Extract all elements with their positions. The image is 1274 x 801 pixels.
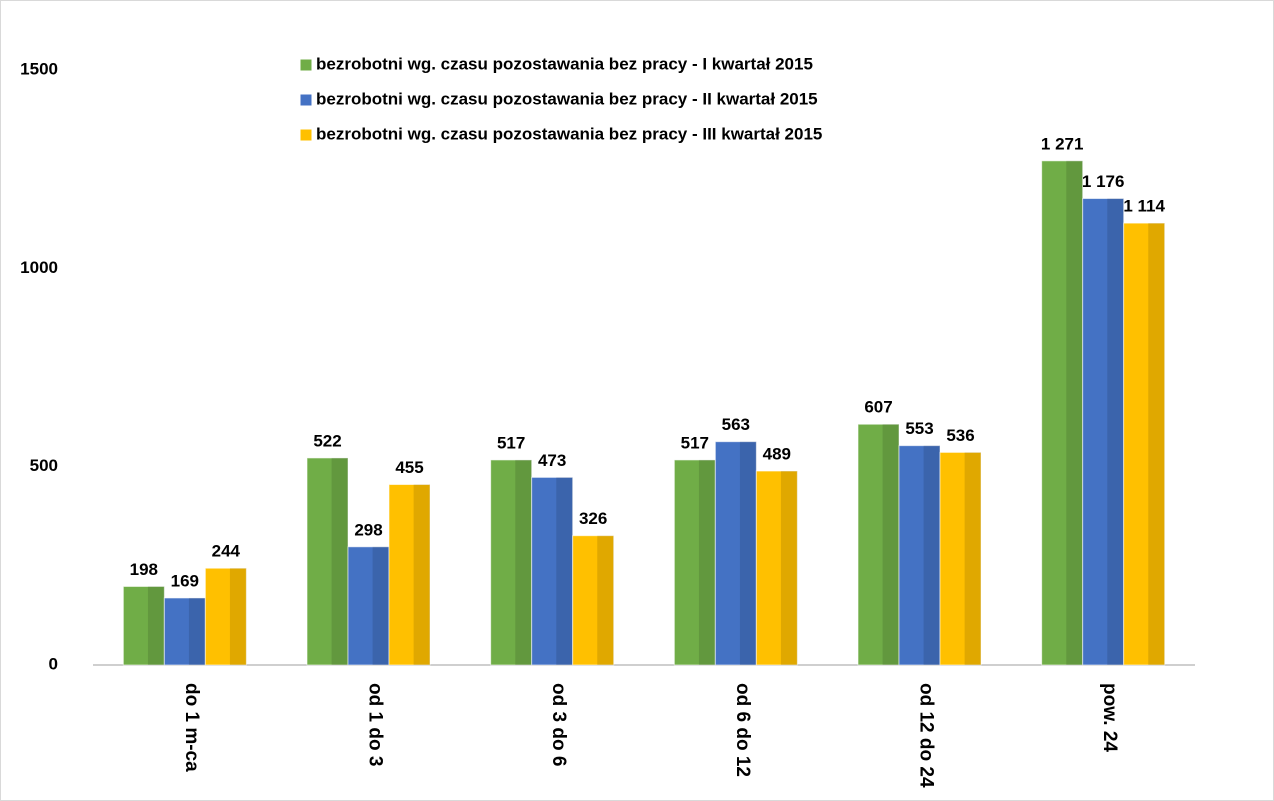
bar-shade: [597, 535, 614, 665]
bar-shade: [882, 424, 899, 665]
x-tick-label: od 3 do 6: [548, 683, 569, 766]
x-tick-group: pow. 24: [1099, 683, 1120, 752]
data-label: 326: [579, 509, 607, 528]
data-label: 298: [354, 520, 382, 539]
legend-label: bezrobotni wg. czasu pozostawania bez pr…: [316, 124, 822, 143]
bar: [1041, 160, 1084, 666]
x-tick-label: od 12 do 24: [915, 683, 936, 788]
legend-label: bezrobotni wg. czasu pozostawania bez pr…: [316, 89, 818, 108]
bar-shade: [780, 471, 798, 665]
bar: [388, 484, 431, 666]
bar-shade: [556, 477, 573, 665]
data-label: 1 271: [1041, 134, 1084, 153]
x-tick-label: pow. 24: [1099, 683, 1120, 752]
data-label: 563: [722, 415, 750, 434]
data-label: 473: [538, 451, 566, 470]
bar: [898, 445, 941, 666]
bar: [673, 459, 716, 666]
data-label: 1 114: [1123, 197, 1165, 216]
data-label: 607: [864, 398, 892, 417]
bar: [714, 441, 757, 666]
bar-shade: [413, 484, 430, 665]
bar: [857, 423, 900, 666]
x-tick-label: od 1 do 3: [364, 683, 385, 766]
data-label: 553: [905, 419, 933, 438]
y-tick-label: 0: [49, 654, 58, 673]
data-label: 455: [395, 458, 423, 477]
bar-shade: [147, 586, 165, 665]
bar: [572, 535, 615, 666]
data-label: 244: [212, 542, 241, 561]
x-tick-group: od 6 do 12: [732, 683, 753, 777]
data-label: 517: [497, 433, 525, 452]
y-tick-label: 500: [30, 456, 58, 475]
bar: [204, 567, 247, 666]
bar-shade: [698, 459, 716, 665]
bar-shade: [515, 459, 532, 665]
bar-shade: [923, 445, 940, 665]
data-label: 489: [763, 445, 791, 464]
x-tick-group: od 12 do 24: [915, 683, 936, 788]
y-tick-label: 1000: [20, 258, 58, 277]
bar-shade: [331, 457, 348, 665]
legend-swatch: [299, 128, 313, 142]
bar-shade: [1107, 198, 1124, 665]
bar: [347, 546, 390, 666]
bar-shade: [372, 546, 389, 665]
bar: [531, 476, 574, 666]
y-tick-label: 1500: [20, 59, 58, 78]
bar: [1082, 198, 1125, 666]
bar-shade: [1148, 223, 1165, 665]
bar-shade: [188, 597, 206, 665]
legend-label: bezrobotni wg. czasu pozostawania bez pr…: [316, 54, 813, 73]
bar: [163, 597, 206, 666]
x-tick-group: do 1 m-ca: [181, 683, 202, 772]
bar-shade: [1066, 160, 1083, 665]
data-label: 517: [681, 433, 709, 452]
data-label: 536: [946, 426, 974, 445]
legend-swatch: [299, 58, 313, 72]
x-tick-label: do 1 m-ca: [181, 683, 202, 772]
bar: [939, 451, 982, 666]
legend-swatch: [299, 93, 313, 107]
x-tick-group: od 1 do 3: [364, 683, 385, 766]
bar-shade: [229, 568, 247, 665]
data-label: 522: [313, 431, 341, 450]
bar: [1123, 222, 1166, 666]
x-tick-group: od 3 do 6: [548, 683, 569, 766]
data-label: 1 176: [1082, 172, 1125, 191]
bar-shade: [739, 441, 757, 665]
bar: [755, 470, 798, 666]
data-label: 169: [171, 571, 199, 590]
bar-shade: [964, 452, 981, 665]
x-tick-label: od 6 do 12: [732, 683, 753, 777]
bar: [122, 585, 165, 666]
data-label: 198: [130, 560, 158, 579]
